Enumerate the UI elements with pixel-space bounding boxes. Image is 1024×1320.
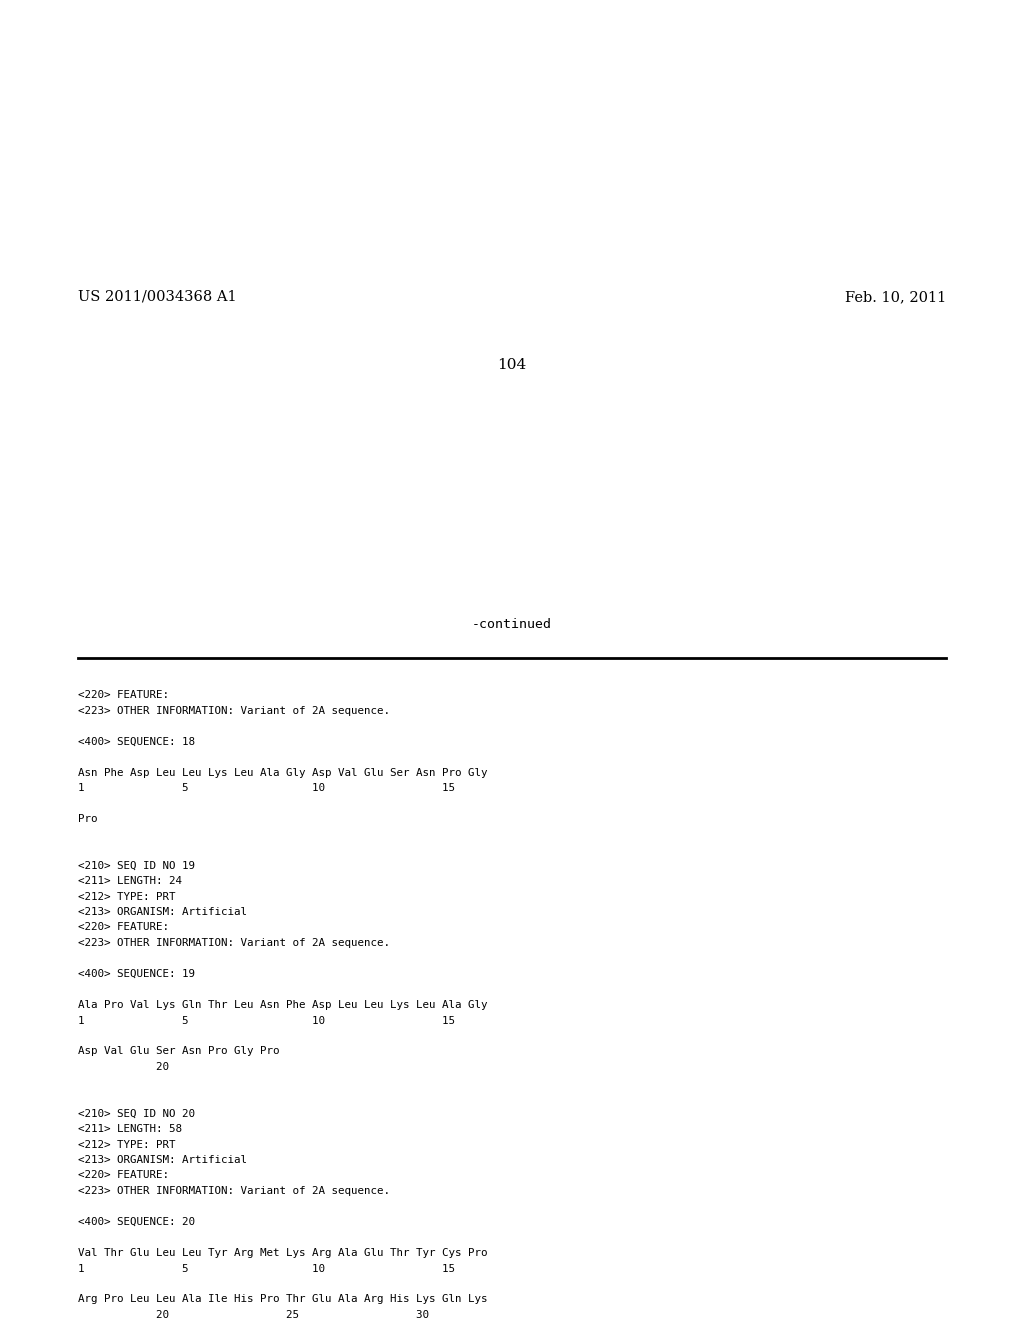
Text: 20: 20 (78, 1063, 169, 1072)
Text: <400> SEQUENCE: 18: <400> SEQUENCE: 18 (78, 737, 195, 747)
Text: <220> FEATURE:: <220> FEATURE: (78, 1171, 169, 1180)
Text: <223> OTHER INFORMATION: Variant of 2A sequence.: <223> OTHER INFORMATION: Variant of 2A s… (78, 939, 390, 948)
Text: <212> TYPE: PRT: <212> TYPE: PRT (78, 1139, 175, 1150)
Text: -continued: -continued (472, 618, 552, 631)
Text: Arg Pro Leu Leu Ala Ile His Pro Thr Glu Ala Arg His Lys Gln Lys: Arg Pro Leu Leu Ala Ile His Pro Thr Glu … (78, 1295, 487, 1304)
Text: <212> TYPE: PRT: <212> TYPE: PRT (78, 891, 175, 902)
Text: Asp Val Glu Ser Asn Pro Gly Pro: Asp Val Glu Ser Asn Pro Gly Pro (78, 1047, 280, 1056)
Text: US 2011/0034368 A1: US 2011/0034368 A1 (78, 290, 237, 304)
Text: 1               5                   10                  15: 1 5 10 15 (78, 1015, 455, 1026)
Text: Val Thr Glu Leu Leu Tyr Arg Met Lys Arg Ala Glu Thr Tyr Cys Pro: Val Thr Glu Leu Leu Tyr Arg Met Lys Arg … (78, 1247, 487, 1258)
Text: 20                  25                  30: 20 25 30 (78, 1309, 429, 1320)
Text: Asn Phe Asp Leu Leu Lys Leu Ala Gly Asp Val Glu Ser Asn Pro Gly: Asn Phe Asp Leu Leu Lys Leu Ala Gly Asp … (78, 767, 487, 777)
Text: <211> LENGTH: 58: <211> LENGTH: 58 (78, 1125, 182, 1134)
Text: <220> FEATURE:: <220> FEATURE: (78, 690, 169, 700)
Text: <210> SEQ ID NO 20: <210> SEQ ID NO 20 (78, 1109, 195, 1118)
Text: <400> SEQUENCE: 20: <400> SEQUENCE: 20 (78, 1217, 195, 1228)
Text: 1               5                   10                  15: 1 5 10 15 (78, 783, 455, 793)
Text: 1               5                   10                  15: 1 5 10 15 (78, 1263, 455, 1274)
Text: <210> SEQ ID NO 19: <210> SEQ ID NO 19 (78, 861, 195, 870)
Text: <213> ORGANISM: Artificial: <213> ORGANISM: Artificial (78, 1155, 247, 1166)
Text: <400> SEQUENCE: 19: <400> SEQUENCE: 19 (78, 969, 195, 979)
Text: Ala Pro Val Lys Gln Thr Leu Asn Phe Asp Leu Leu Lys Leu Ala Gly: Ala Pro Val Lys Gln Thr Leu Asn Phe Asp … (78, 1001, 487, 1010)
Text: <223> OTHER INFORMATION: Variant of 2A sequence.: <223> OTHER INFORMATION: Variant of 2A s… (78, 1185, 390, 1196)
Text: Feb. 10, 2011: Feb. 10, 2011 (845, 290, 946, 304)
Text: <220> FEATURE:: <220> FEATURE: (78, 923, 169, 932)
Text: <211> LENGTH: 24: <211> LENGTH: 24 (78, 876, 182, 886)
Text: <223> OTHER INFORMATION: Variant of 2A sequence.: <223> OTHER INFORMATION: Variant of 2A s… (78, 705, 390, 715)
Text: Pro: Pro (78, 814, 97, 824)
Text: <213> ORGANISM: Artificial: <213> ORGANISM: Artificial (78, 907, 247, 917)
Text: 104: 104 (498, 358, 526, 372)
